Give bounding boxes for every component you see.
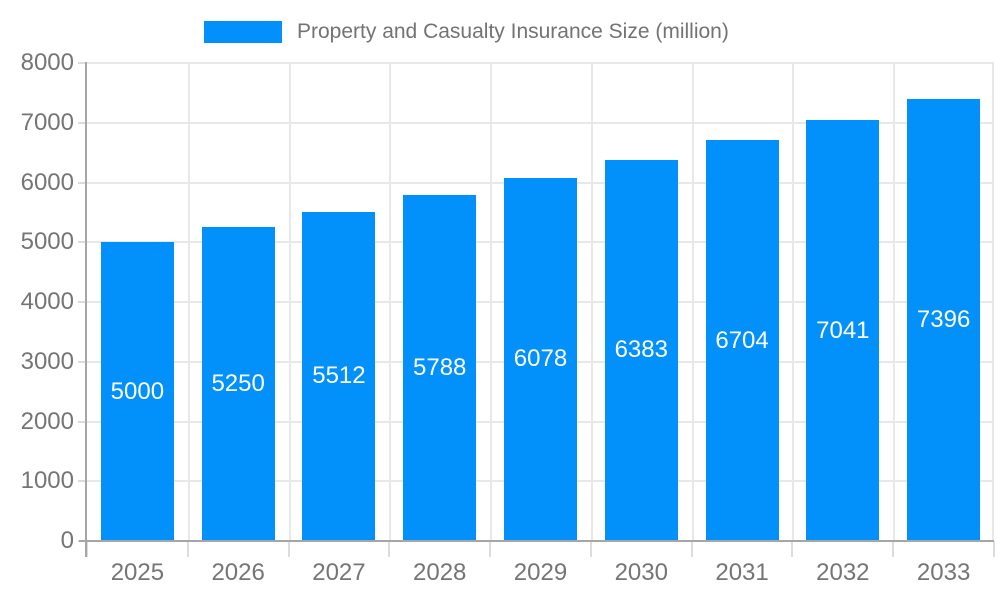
v-gridline [389,63,392,541]
x-tick [86,541,88,557]
bar-value-label: 5250 [211,370,265,398]
bar-value-label: 5000 [110,377,165,405]
v-gridline [691,63,694,541]
bar-value-label: 6704 [715,326,769,354]
bar[interactable]: 5250 [201,227,275,541]
x-tick-label: 2033 [916,559,971,586]
bar[interactable]: 5512 [302,211,376,541]
y-tick [78,62,87,64]
v-gridline [893,63,896,541]
v-gridline [187,63,190,541]
bar-value-label: 7396 [916,306,971,334]
y-tick-label: 4000 [20,288,74,315]
bar[interactable]: 6078 [504,177,577,541]
legend-label: Property and Casualty Insurance Size (mi… [297,20,729,43]
x-tick-label: 2030 [614,559,668,586]
y-tick [78,181,87,184]
x-tick-label: 2029 [513,559,568,586]
legend-swatch [204,21,282,43]
x-tick [287,541,290,557]
h-gridline [87,121,994,124]
y-tick-label: 8000 [20,49,74,76]
y-tick [78,301,87,303]
y-tick [78,360,87,363]
x-tick-label: 2028 [413,559,467,586]
y-tick-label: 0 [60,527,74,554]
x-tick [690,541,693,557]
bar-value-label: 5512 [312,362,366,390]
bar-value-label: 6078 [513,345,568,373]
h-gridline [87,62,994,64]
bar-value-label: 6383 [614,336,668,364]
x-tick [589,541,592,557]
y-tick [78,121,87,124]
y-tick [78,480,87,483]
v-gridline [490,63,493,541]
legend[interactable]: Property and Casualty Insurance Size (mi… [204,15,729,49]
v-gridline [590,63,593,541]
y-tick-label: 7000 [20,108,74,136]
bar[interactable]: 6383 [604,159,678,541]
bar[interactable]: 6704 [705,140,779,541]
bar-value-label: 7041 [816,316,870,344]
v-gridline [288,63,291,541]
y-tick-label: 5000 [20,228,74,256]
bar-value-label: 5788 [413,354,467,382]
bar[interactable]: 7041 [806,120,880,541]
x-tick [892,541,895,557]
x-tick-label: 2031 [715,559,769,586]
x-tick [186,541,189,557]
bar[interactable]: 7396 [907,99,981,541]
y-tick-label: 2000 [20,407,74,435]
plot-area: 5000 5250 5512 5788 6078 6383 6704 7041 7396 [87,62,994,541]
x-tick [993,541,995,557]
x-tick-label: 2025 [110,559,165,586]
y-tick-label: 3000 [20,347,74,375]
y-tick [78,241,87,244]
x-axis-line [79,540,994,542]
y-tick-label: 1000 [20,467,74,495]
bar[interactable]: 5000 [100,242,174,541]
x-tick-label: 2027 [312,559,366,586]
v-gridline [792,63,795,541]
v-gridline [992,63,994,541]
y-tick [78,420,87,423]
x-tick-label: 2026 [211,559,265,586]
x-tick [489,541,492,557]
x-tick [388,541,391,557]
y-tick-label: 6000 [20,168,74,196]
x-tick-label: 2032 [816,559,870,586]
x-tick [791,541,794,557]
bar[interactable]: 5788 [403,195,477,541]
y-axis-line [85,62,87,557]
